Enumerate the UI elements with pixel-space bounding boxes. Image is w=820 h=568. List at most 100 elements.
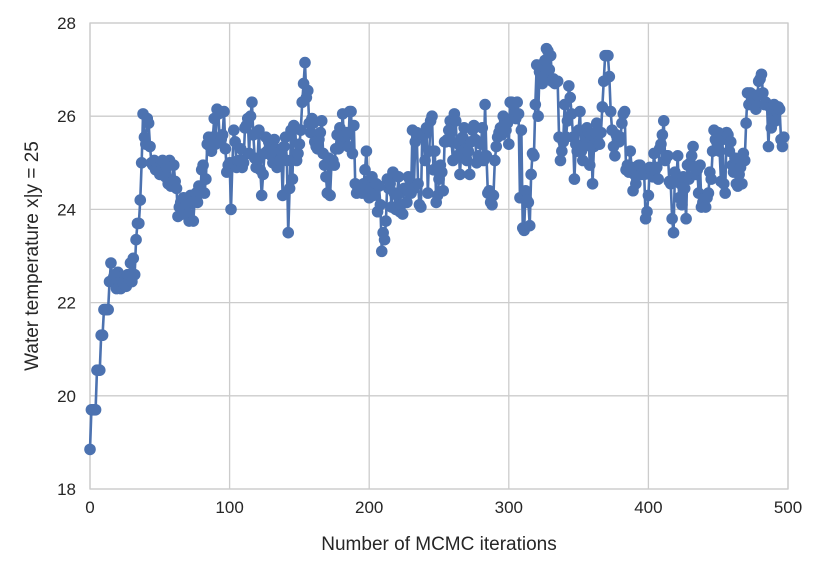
data-point	[301, 84, 314, 97]
y-tick-labels: 18 20 22 24 26 28	[57, 14, 76, 499]
data-point	[574, 105, 586, 118]
y-tick-label: 26	[57, 107, 76, 126]
data-point	[680, 212, 692, 225]
data-point	[652, 173, 664, 185]
data-point	[134, 194, 147, 206]
x-tick-label: 500	[774, 498, 802, 517]
data-point	[490, 140, 503, 153]
data-point	[656, 129, 669, 141]
data-point	[532, 110, 544, 122]
y-tick-label: 18	[57, 480, 76, 499]
data-point	[84, 443, 96, 456]
data-point	[475, 138, 487, 150]
data-point	[396, 208, 409, 220]
data-point	[624, 145, 637, 157]
data-point	[511, 96, 523, 109]
data-point	[244, 110, 257, 122]
data-point	[662, 150, 674, 162]
data-point	[93, 364, 106, 376]
data-point	[724, 136, 737, 148]
data-point	[630, 177, 642, 190]
data-point	[144, 140, 156, 153]
data-point	[713, 145, 726, 157]
data-point	[479, 98, 491, 111]
y-tick-label: 24	[57, 200, 76, 219]
data-point	[616, 117, 628, 129]
data-point	[315, 115, 328, 127]
data-point	[292, 147, 304, 160]
data-point	[593, 138, 606, 150]
data-point	[523, 219, 536, 232]
data-point	[554, 154, 567, 167]
data-point	[442, 124, 455, 136]
data-point	[519, 184, 532, 197]
data-point	[435, 166, 448, 178]
data-point	[257, 168, 269, 181]
data-point	[564, 91, 577, 104]
data-point	[551, 75, 564, 88]
data-point	[740, 117, 752, 129]
data-point	[426, 110, 438, 122]
data-point	[544, 49, 557, 62]
data-point	[170, 182, 183, 195]
data-point	[197, 159, 209, 171]
data-point	[461, 154, 473, 167]
x-tick-labels: 0 100 200 300 400 500	[85, 498, 802, 517]
data-point	[360, 145, 373, 157]
data-point	[556, 145, 568, 157]
data-point	[268, 133, 281, 146]
data-point	[603, 70, 616, 83]
data-point	[719, 187, 731, 199]
data-point	[487, 189, 500, 202]
data-point	[401, 196, 413, 209]
data-point	[568, 173, 581, 185]
data-point	[463, 168, 476, 181]
data-point	[578, 140, 590, 153]
data-point	[563, 80, 575, 92]
series-points	[84, 42, 790, 456]
x-tick-label: 200	[355, 498, 383, 517]
y-tick-label: 20	[57, 387, 76, 406]
data-point	[528, 150, 540, 162]
data-point	[671, 150, 684, 162]
data-point	[105, 257, 117, 269]
data-point	[655, 138, 667, 150]
data-point	[699, 201, 712, 213]
data-point	[762, 140, 775, 153]
data-point	[694, 159, 706, 171]
plot-background	[90, 23, 788, 489]
data-point	[666, 212, 678, 225]
data-point	[412, 177, 424, 190]
data-point	[667, 226, 680, 239]
y-axis-label: Water temperature x|y = 25	[22, 141, 43, 371]
data-point	[614, 131, 627, 143]
data-point	[676, 198, 688, 211]
data-point	[89, 403, 102, 416]
data-point	[102, 303, 114, 316]
data-point	[512, 108, 525, 120]
data-point	[462, 145, 475, 157]
data-point	[373, 180, 385, 192]
data-point	[515, 124, 528, 136]
data-point	[346, 147, 359, 160]
data-point	[476, 122, 489, 134]
data-point	[687, 140, 699, 153]
data-point	[776, 140, 789, 153]
data-point	[705, 173, 718, 185]
data-point	[282, 226, 295, 239]
data-point	[237, 157, 250, 169]
data-point	[324, 189, 336, 202]
data-point	[255, 189, 268, 202]
data-point	[281, 154, 293, 167]
data-point	[295, 124, 307, 136]
data-point	[219, 143, 232, 155]
data-point	[525, 168, 537, 181]
data-point	[133, 217, 145, 230]
data-point	[641, 205, 653, 218]
data-point	[392, 170, 405, 183]
data-point	[127, 252, 140, 265]
data-point	[604, 105, 617, 118]
data-point	[529, 98, 542, 111]
data-point	[602, 49, 614, 62]
